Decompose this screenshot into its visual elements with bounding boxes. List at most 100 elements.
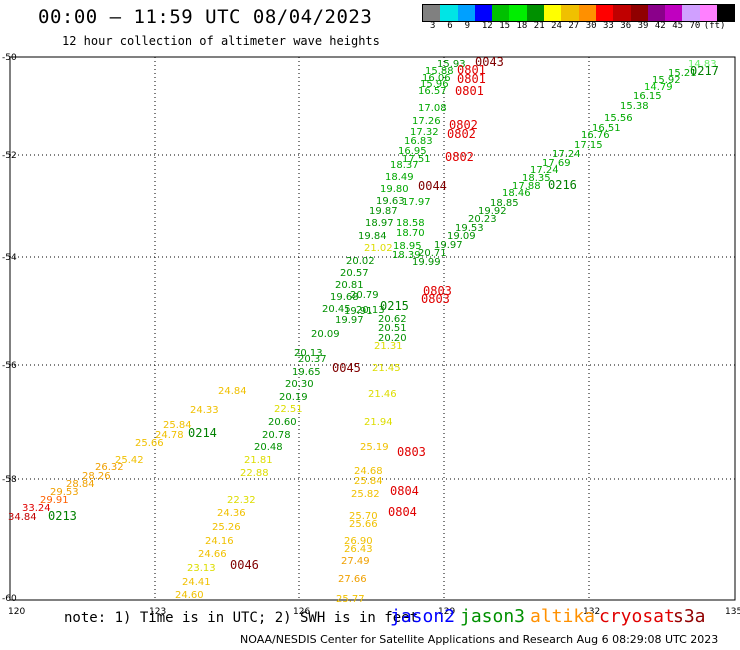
- wave-height-label: 18.95: [393, 241, 422, 252]
- colorbar-swatch: [474, 5, 493, 21]
- pass-time-label: 0804: [388, 505, 417, 519]
- wave-height-label: 16.06: [422, 73, 451, 84]
- colorbar-label: 33: [603, 21, 614, 31]
- wave-height-label: 24.66: [198, 549, 227, 560]
- colorbar-swatch: [544, 5, 562, 21]
- wave-height-label: 18.46: [502, 188, 531, 199]
- wave-height-label: 20.79: [350, 290, 379, 301]
- pass-time-label: 0801: [457, 72, 486, 86]
- wave-height-label: 26.32: [95, 462, 124, 473]
- pass-time-label: 0802: [447, 127, 476, 141]
- colorbar-swatch: [561, 5, 579, 21]
- wave-height-label: 24.41: [182, 577, 211, 588]
- wave-height-label: 18.35: [522, 173, 551, 184]
- wave-height-label: 17.32: [410, 127, 439, 138]
- pass-time-label: 0802: [445, 150, 474, 164]
- pass-time-label: 0214: [188, 426, 217, 440]
- wave-height-label: 20.71: [418, 248, 447, 259]
- colorbar-label: 24: [551, 21, 562, 31]
- colorbar-swatch: [423, 5, 441, 21]
- wave-height-label: 33.24: [22, 503, 51, 514]
- wave-height-label: 17.24: [552, 149, 581, 160]
- wave-height-label: 16.76: [581, 130, 610, 141]
- colorbar-swatch: [717, 5, 735, 21]
- colorbar-swatch: [595, 5, 614, 21]
- wave-height-label: 15.92: [652, 75, 681, 86]
- wave-height-label: 20.20: [378, 333, 407, 344]
- wave-height-label: 14.83: [688, 59, 717, 70]
- colorbar-swatch: [526, 5, 545, 21]
- footnote: note: 1) Time is in UTC; 2) SWH is in fe…: [64, 610, 419, 626]
- colorbar-swatch: [509, 5, 527, 21]
- colorbar-label: 39: [637, 21, 649, 31]
- wave-height-label: 25.66: [135, 438, 164, 449]
- wave-height-label: 28.84: [66, 479, 95, 490]
- x-tick-label: 123: [149, 607, 166, 617]
- wave-height-label: 15.93: [437, 59, 466, 70]
- colorbar-swatch: [682, 5, 700, 21]
- wave-height-label: 20.51: [378, 323, 407, 334]
- colorbar-swatch: [647, 5, 666, 21]
- wave-height-label: 16.83: [404, 136, 433, 147]
- wave-height-label: 19.84: [358, 231, 387, 242]
- legend-s3a: s3a: [673, 606, 706, 627]
- colorbar-label: 42: [654, 21, 666, 31]
- wave-height-label: 20.57: [340, 268, 369, 279]
- wave-height-label: 25.70: [349, 511, 378, 522]
- wave-height-label: 15.21: [668, 68, 697, 79]
- wave-height-label: 21.31: [374, 341, 403, 352]
- y-tick-label: -52: [2, 151, 17, 161]
- pass-time-label: 0044: [418, 179, 447, 193]
- y-tick-label: -56: [2, 361, 17, 371]
- wave-height-label: 21.81: [244, 455, 273, 466]
- wave-height-label: 18.58: [396, 218, 425, 229]
- wave-height-label: 19.87: [369, 206, 398, 217]
- wave-height-label: 17.97: [402, 197, 431, 208]
- wave-height-label: 24.78: [155, 430, 184, 441]
- wave-height-label: 15.56: [604, 113, 633, 124]
- pass-time-label: 0803: [397, 445, 426, 459]
- legend-altika: altika: [530, 606, 596, 627]
- x-tick-label: 129: [438, 607, 455, 617]
- wave-height-label: 20.30: [285, 379, 314, 390]
- colorbar-swatch: [699, 5, 718, 21]
- wave-height-label: 21.02: [364, 243, 393, 254]
- colorbar-label: 30: [585, 21, 597, 31]
- colorbar-swatch: [665, 5, 683, 21]
- wave-height-label: 19.97: [335, 315, 364, 326]
- wave-height-label: 15.38: [620, 101, 649, 112]
- wave-height-label: 20.60: [268, 417, 297, 428]
- colorbar-label: 12: [481, 21, 493, 31]
- colorbar-swatch: [578, 5, 596, 21]
- pass-time-label: 0213: [48, 509, 77, 523]
- colorbar-label: 3: [430, 21, 436, 31]
- wave-height-label: 25.42: [115, 455, 144, 466]
- map-frame: [9, 56, 736, 601]
- x-tick-label: 126: [293, 607, 310, 617]
- pass-time-label: 0045: [332, 361, 361, 375]
- wave-height-label: 18.39: [392, 250, 421, 261]
- wave-height-label: 24.68: [354, 466, 383, 477]
- colorbar-label: 6: [447, 21, 453, 31]
- pass-time-label: 0801: [457, 63, 486, 77]
- pass-time-label: 0802: [449, 118, 478, 132]
- wave-height-label: 16.57: [418, 86, 447, 97]
- colorbar-label: 70: [689, 21, 701, 31]
- wave-height-label: 19.91: [344, 306, 373, 317]
- pass-time-label: 0046: [230, 558, 259, 572]
- colorbar-swatch: [492, 5, 510, 21]
- wave-height-label: 19.09: [447, 231, 476, 242]
- colorbar: [422, 4, 736, 22]
- page-subtitle: 12 hour collection of altimeter wave hei…: [62, 34, 380, 48]
- wave-height-label: 25.82: [351, 489, 380, 500]
- x-tick-label: 120: [8, 607, 25, 617]
- pass-time-label: 0801: [455, 84, 484, 98]
- pass-time-label: 0803: [421, 292, 450, 306]
- wave-height-label: 18.97: [365, 218, 394, 229]
- wave-height-label: 25.19: [360, 442, 389, 453]
- wave-height-label: 17.24: [530, 165, 559, 176]
- wave-height-label: 24.84: [218, 386, 247, 397]
- y-tick-label: -50: [2, 53, 17, 63]
- wave-height-label: 24.16: [205, 536, 234, 547]
- colorbar-swatch: [613, 5, 631, 21]
